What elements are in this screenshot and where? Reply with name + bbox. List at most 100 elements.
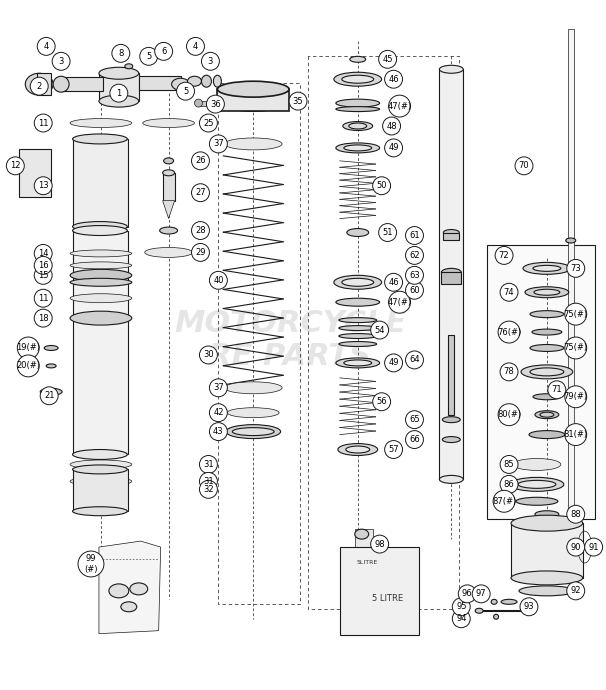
Circle shape: [405, 351, 424, 369]
Text: 65: 65: [409, 415, 420, 424]
Ellipse shape: [534, 289, 560, 295]
Circle shape: [34, 257, 52, 275]
Text: 74: 74: [504, 288, 514, 297]
Text: 20(#): 20(#): [16, 362, 40, 371]
Ellipse shape: [339, 317, 377, 323]
Text: 76(#): 76(#): [497, 328, 521, 337]
Text: 46: 46: [388, 75, 399, 83]
Text: 36: 36: [210, 99, 221, 108]
Text: 49: 49: [388, 358, 399, 367]
Ellipse shape: [442, 417, 461, 423]
Circle shape: [199, 114, 218, 132]
Circle shape: [210, 379, 227, 397]
Text: 1: 1: [116, 88, 121, 98]
Text: 45: 45: [382, 55, 393, 63]
Ellipse shape: [164, 158, 173, 164]
Bar: [448, 335, 454, 415]
Bar: [444, 233, 459, 241]
Text: 14: 14: [38, 249, 48, 258]
Ellipse shape: [535, 411, 559, 419]
Circle shape: [110, 84, 128, 102]
Ellipse shape: [73, 449, 127, 460]
Ellipse shape: [344, 145, 371, 151]
Circle shape: [452, 610, 470, 628]
Text: 5: 5: [146, 52, 152, 61]
Ellipse shape: [339, 333, 377, 339]
Text: 81(#): 81(#): [564, 430, 588, 439]
Text: 32: 32: [203, 485, 214, 494]
Circle shape: [34, 266, 52, 284]
Circle shape: [472, 585, 490, 603]
Text: 95: 95: [456, 602, 467, 611]
Circle shape: [30, 77, 48, 95]
Ellipse shape: [511, 515, 583, 531]
Circle shape: [112, 44, 130, 62]
Text: 80(#): 80(#): [497, 410, 521, 420]
Circle shape: [388, 95, 410, 117]
Text: 98: 98: [375, 540, 385, 549]
Circle shape: [371, 321, 388, 339]
Ellipse shape: [109, 584, 129, 598]
Circle shape: [379, 50, 396, 68]
Text: 21: 21: [44, 391, 55, 400]
Ellipse shape: [70, 294, 132, 303]
Ellipse shape: [125, 63, 133, 69]
Circle shape: [210, 404, 227, 422]
Ellipse shape: [535, 511, 559, 518]
Bar: [199, 101, 221, 106]
Text: 99
(#): 99 (#): [84, 554, 98, 573]
Text: 18: 18: [38, 314, 48, 323]
Ellipse shape: [46, 364, 56, 368]
Ellipse shape: [530, 310, 564, 317]
Bar: [439, 69, 463, 480]
Ellipse shape: [73, 226, 127, 235]
Ellipse shape: [518, 480, 556, 489]
Ellipse shape: [519, 586, 574, 596]
Bar: [487, 246, 594, 519]
Text: 47(#): 47(#): [387, 101, 411, 110]
Ellipse shape: [510, 477, 564, 491]
Circle shape: [405, 246, 424, 264]
Circle shape: [565, 424, 587, 446]
Text: 85: 85: [504, 460, 514, 469]
Text: 75(#): 75(#): [564, 344, 588, 353]
Circle shape: [371, 535, 388, 553]
Text: 66: 66: [409, 435, 420, 444]
Ellipse shape: [442, 437, 461, 442]
Ellipse shape: [532, 329, 562, 335]
Text: 31: 31: [203, 477, 214, 486]
Ellipse shape: [336, 358, 379, 368]
Ellipse shape: [44, 346, 58, 351]
Circle shape: [385, 139, 402, 157]
Text: 48: 48: [386, 121, 397, 130]
Circle shape: [405, 282, 424, 299]
Circle shape: [373, 393, 391, 411]
Text: 19(#): 19(#): [16, 344, 40, 353]
Circle shape: [373, 177, 391, 195]
Text: 97: 97: [476, 589, 487, 598]
Text: 63: 63: [409, 270, 420, 280]
Circle shape: [140, 48, 158, 66]
Circle shape: [7, 157, 24, 175]
Text: 54: 54: [375, 326, 385, 335]
Ellipse shape: [213, 75, 221, 87]
Ellipse shape: [525, 287, 569, 297]
Ellipse shape: [70, 460, 132, 469]
Text: 3: 3: [58, 57, 64, 66]
Circle shape: [495, 246, 513, 264]
Circle shape: [548, 381, 566, 399]
Ellipse shape: [224, 382, 282, 394]
Ellipse shape: [99, 68, 139, 79]
Ellipse shape: [347, 228, 368, 237]
Ellipse shape: [529, 431, 565, 439]
Text: 5: 5: [183, 87, 188, 96]
Text: 91: 91: [588, 542, 599, 551]
Text: 43: 43: [213, 427, 224, 436]
Text: 57: 57: [388, 445, 399, 454]
Ellipse shape: [162, 170, 175, 176]
Text: 73: 73: [570, 264, 581, 273]
Circle shape: [379, 224, 396, 241]
Bar: [99, 73, 139, 101]
Ellipse shape: [218, 91, 289, 111]
Text: 51: 51: [382, 228, 393, 237]
